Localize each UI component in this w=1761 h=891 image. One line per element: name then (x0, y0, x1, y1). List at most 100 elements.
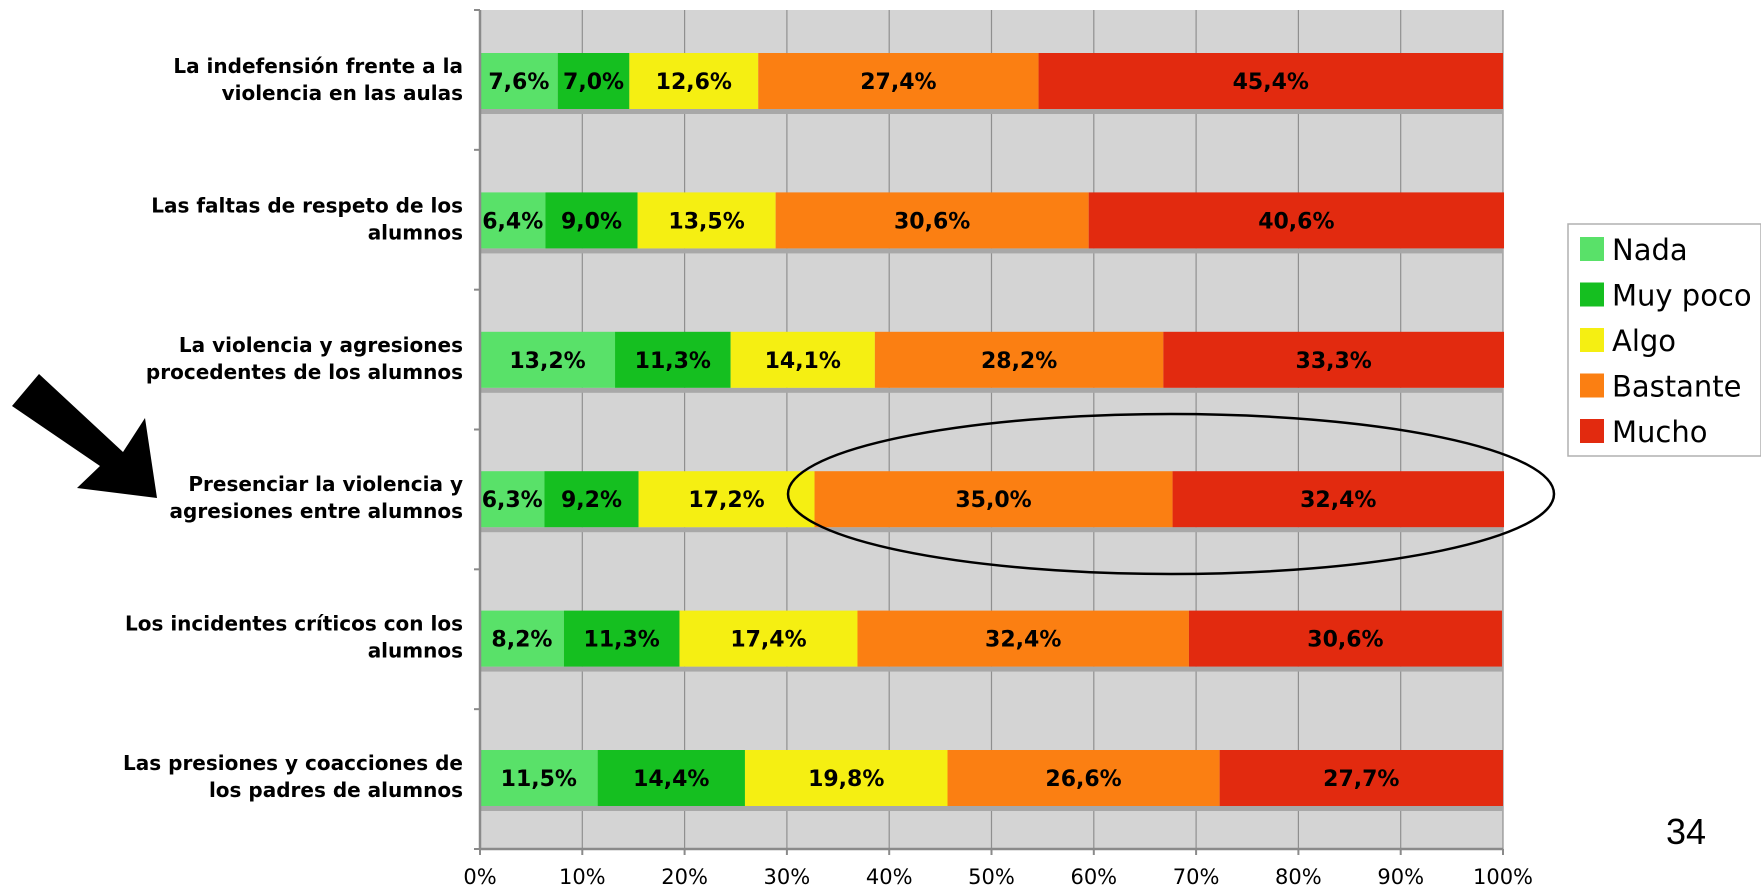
bar-nada (480, 53, 558, 109)
data-label: 7,6% (488, 70, 549, 95)
bar-muy-poco (563, 610, 680, 667)
x-tick-labels: 0% 10% 20% 30% 40% 50% 60% 70% 80% 90% 100% (463, 865, 1533, 889)
data-label: 14,1% (765, 349, 841, 374)
x-tick-label: 50% (968, 865, 1015, 889)
x-tick-label: 0% (463, 865, 496, 889)
legend-label: Muy poco (1612, 279, 1752, 313)
data-label: 30,6% (894, 209, 970, 234)
x-tick-label: 80% (1275, 865, 1322, 889)
category-label: Los incidentes críticos con los (125, 612, 463, 636)
data-label: 14,4% (633, 767, 709, 792)
data-label: 40,6% (1258, 209, 1334, 234)
data-label: 32,4% (1300, 488, 1376, 513)
category-label: alumnos (368, 639, 463, 663)
data-label: 11,3% (584, 628, 660, 653)
x-tick-label: 100% (1473, 865, 1533, 889)
x-tick-label: 70% (1173, 865, 1220, 889)
data-label: 7,0% (563, 70, 624, 95)
bar-mucho (1038, 53, 1503, 109)
data-label: 12,6% (656, 70, 732, 95)
bar-shadow (480, 527, 1503, 533)
data-label: 45,4% (1233, 70, 1309, 95)
bar-mucho (1219, 750, 1503, 806)
bar-bastante (814, 471, 1173, 528)
data-label: 9,0% (561, 209, 622, 234)
bar-algo (629, 53, 759, 109)
data-label: 35,0% (955, 488, 1031, 513)
bar-shadow (480, 248, 1503, 254)
legend-label: Algo (1612, 324, 1676, 358)
bar-bastante (775, 192, 1089, 249)
data-label: 19,8% (808, 767, 884, 792)
bar-mucho (1172, 471, 1505, 528)
category-label: Las faltas de respeto de los (151, 193, 463, 217)
data-label: 9,2% (561, 488, 622, 513)
arrow-icon (12, 374, 157, 498)
data-label: 32,4% (985, 628, 1061, 653)
data-label: 27,7% (1323, 767, 1399, 792)
bar-shadow (480, 109, 1503, 114)
bar-nada (480, 331, 616, 388)
legend-swatch (1580, 419, 1604, 443)
highlight-ellipse (786, 412, 1556, 576)
bar-nada (480, 610, 564, 667)
bar-muy-poco (557, 53, 630, 109)
data-label: 11,3% (635, 349, 711, 374)
bar-algo (637, 192, 776, 249)
bar-bastante (758, 53, 1039, 109)
legend-label: Bastante (1612, 370, 1742, 404)
data-label: 30,6% (1307, 628, 1383, 653)
data-label: 13,5% (668, 209, 744, 234)
legend-swatch (1580, 328, 1604, 352)
bar-bastante (874, 331, 1164, 388)
legend-swatch (1580, 373, 1604, 398)
bar-muy-poco (597, 750, 745, 806)
bar-muy-poco (615, 331, 731, 388)
category-labels: La indefensión frente a la violencia en l… (123, 54, 463, 802)
bar-shadow (480, 666, 1503, 672)
bar-muy-poco (545, 192, 638, 249)
legend-label: Mucho (1612, 415, 1707, 449)
category-label: procedentes de los alumnos (146, 360, 463, 384)
x-tick-label: 60% (1070, 865, 1117, 889)
legend-swatch (1580, 282, 1604, 307)
bar-bastante (857, 610, 1189, 667)
x-tick-label: 20% (661, 865, 708, 889)
annotations (12, 374, 1556, 576)
bar-nada (480, 471, 545, 528)
axes (474, 9, 1504, 855)
bar-mucho (1163, 331, 1505, 388)
data-label: 8,2% (491, 628, 552, 653)
x-tick-label: 40% (866, 865, 913, 889)
category-label: violencia en las aulas (222, 81, 463, 105)
x-tick-label: 30% (764, 865, 811, 889)
category-label: los padres de alumnos (209, 778, 463, 802)
category-label: La violencia y agresiones (179, 333, 463, 357)
data-label: 13,2% (509, 349, 585, 374)
bar-shadow (480, 806, 1503, 811)
data-label: 11,5% (501, 767, 577, 792)
bar-muy-poco (544, 471, 639, 528)
data-label: 33,3% (1296, 349, 1372, 374)
data-label: 6,3% (482, 488, 543, 513)
bar-bastante (947, 750, 1220, 806)
segment-labels: 7,6% 7,0% 12,6% 27,4% 45,4% 6,4% 9,0% 13,5% 30,6… (482, 70, 1400, 792)
legend: Nada Muy poco Algo Bastante Mucho (1567, 223, 1761, 457)
page-number: 34 (1666, 811, 1706, 852)
legend-swatch (1580, 237, 1604, 261)
data-label: 17,4% (730, 628, 806, 653)
bar-algo (679, 610, 858, 667)
bar-mucho (1088, 192, 1505, 249)
category-label: agresiones entre alumnos (170, 499, 463, 523)
data-label: 6,4% (482, 209, 543, 234)
bar-algo (730, 331, 875, 388)
bar-algo (744, 750, 948, 806)
bars (480, 53, 1505, 811)
category-label: Presenciar la violencia y (188, 472, 463, 496)
category-label: alumnos (368, 220, 463, 244)
data-label: 27,4% (860, 70, 936, 95)
x-tick-label: 90% (1377, 865, 1424, 889)
bar-nada (480, 192, 546, 249)
data-label: 26,6% (1045, 767, 1121, 792)
